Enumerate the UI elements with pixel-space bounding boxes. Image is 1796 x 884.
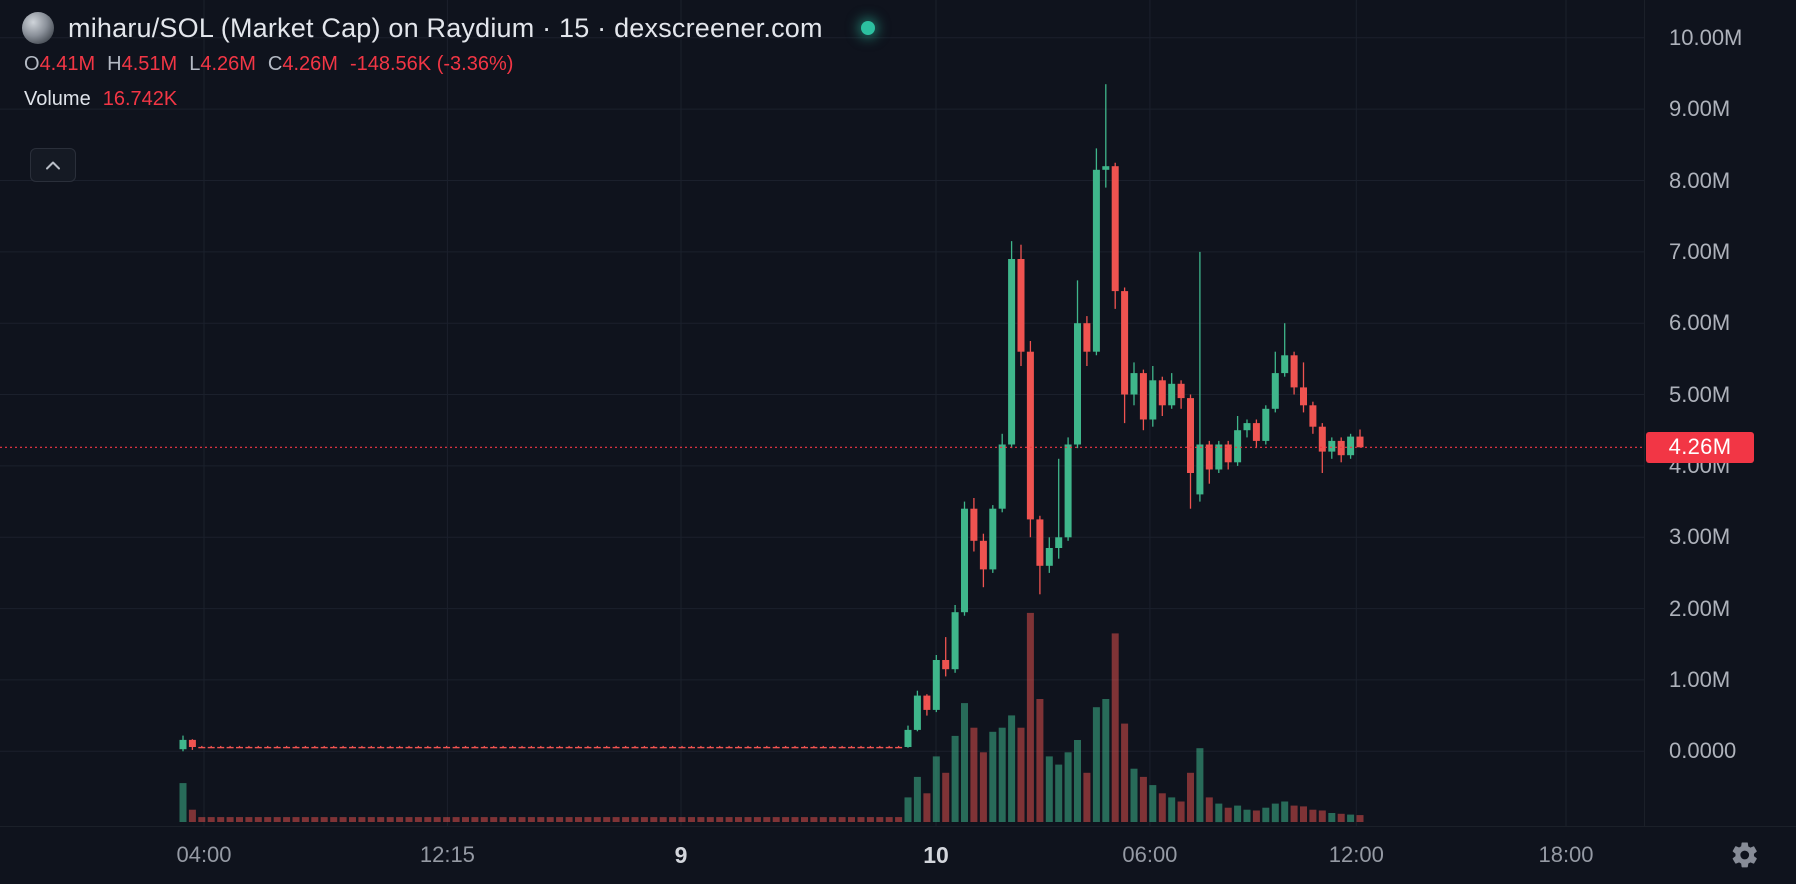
time-tick: 12:15	[419, 842, 475, 867]
price-tick: 5.00M	[1669, 381, 1731, 407]
time-tick: 10	[923, 842, 949, 868]
volume-label: Volume	[24, 88, 91, 110]
price-tick: 1.00M	[1669, 666, 1731, 692]
chart-legend: miharu/SOL (Market Cap) on Raydium · 15 …	[22, 12, 875, 111]
time-axis[interactable]: 04:00 12:15 9 10 06:00 12:00 18:00	[0, 826, 1796, 884]
price-tick: 9.00M	[1669, 96, 1731, 122]
chart-title[interactable]: miharu/SOL (Market Cap) on Raydium · 15 …	[68, 12, 823, 43]
price-tick: 6.00M	[1669, 310, 1731, 336]
price-tick: 3.00M	[1669, 524, 1731, 550]
price-change: -148.56K (-3.36%)	[349, 53, 514, 75]
open-value: O4.41M	[24, 53, 96, 75]
time-tick: 12:00	[1328, 842, 1384, 867]
volume-row: Volume 16.742K	[24, 88, 875, 111]
collapse-legend-button[interactable]	[30, 148, 76, 182]
time-tick: 18:00	[1538, 842, 1594, 867]
live-status-dot-icon	[860, 21, 875, 35]
price-axis[interactable]: 4.26M 10.00M 9.00M 8.00M 7.00M 6.00M 5.00M 4.0…	[1644, 0, 1796, 827]
high-value: H4.51M	[107, 53, 178, 75]
low-value: L4.26M	[189, 53, 256, 75]
time-tick: 9	[674, 842, 688, 868]
settings-gear-icon[interactable]	[1730, 840, 1760, 870]
price-tick: 8.00M	[1669, 167, 1731, 193]
price-tick: 2.00M	[1669, 595, 1731, 621]
token-avatar	[22, 12, 54, 44]
price-tick: 7.00M	[1669, 238, 1731, 264]
price-tick: 0.0000	[1669, 738, 1737, 764]
time-tick: 06:00	[1122, 842, 1178, 867]
chevron-up-icon	[45, 161, 61, 170]
price-tick: 10.00M	[1669, 24, 1743, 50]
time-tick: 04:00	[176, 842, 232, 867]
ohlc-row: O4.41M H4.51M L4.26M C4.26M -148.56K (-3…	[24, 53, 875, 76]
current-price-label: 4.26M	[1646, 431, 1754, 463]
close-value: C4.26M	[267, 53, 338, 75]
volume-value: 16.742K	[102, 88, 178, 110]
